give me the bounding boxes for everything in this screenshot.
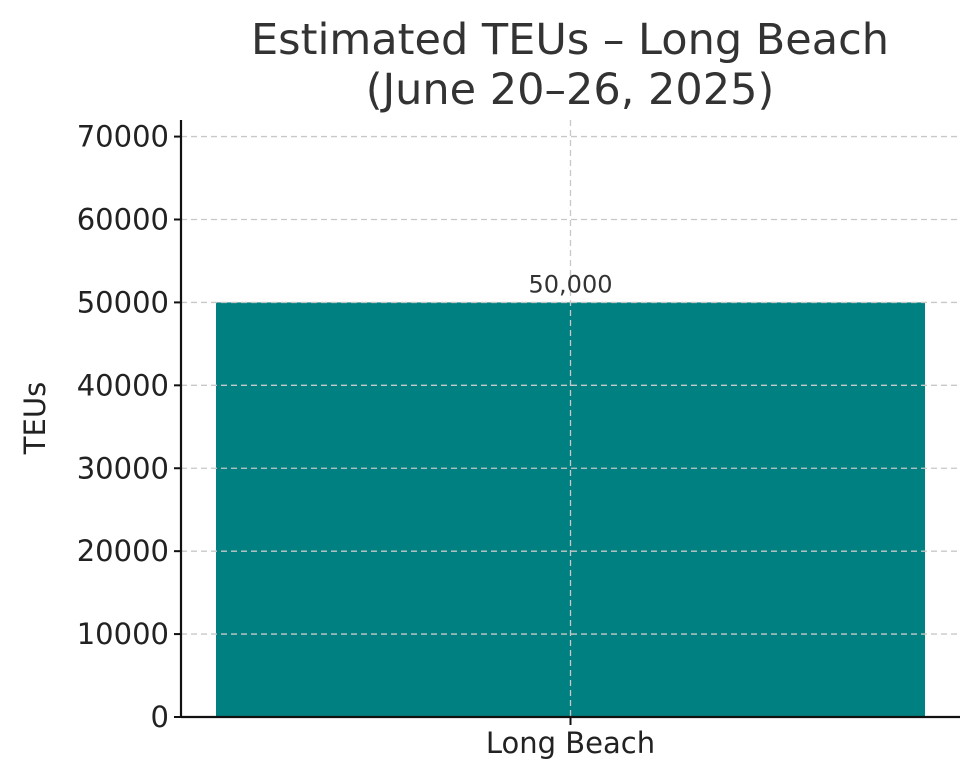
data-label-0: 50,000 — [529, 270, 613, 298]
axes — [174, 120, 960, 725]
y-tick-label-30000: 30000 — [77, 451, 169, 485]
y-tick-label-20000: 20000 — [77, 534, 169, 568]
y-axis-label: TEUs — [18, 382, 52, 455]
x-tick-label-0: Long Beach — [486, 726, 655, 760]
y-tick-label-50000: 50000 — [77, 285, 169, 319]
y-tick-label-40000: 40000 — [77, 368, 169, 402]
chart-title-line-2: (June 20–26, 2025) — [366, 65, 775, 115]
y-tick-label-10000: 10000 — [77, 617, 169, 651]
y-tick-label-0: 0 — [151, 700, 169, 734]
labels: 0 10000 20000 30000 40000 50000 60000 70000 Long… — [77, 120, 655, 760]
y-tick-label-60000: 60000 — [77, 203, 169, 237]
chart-title-line-1: Estimated TEUs – Long Beach — [251, 15, 889, 65]
y-tick-label-70000: 70000 — [77, 120, 169, 154]
